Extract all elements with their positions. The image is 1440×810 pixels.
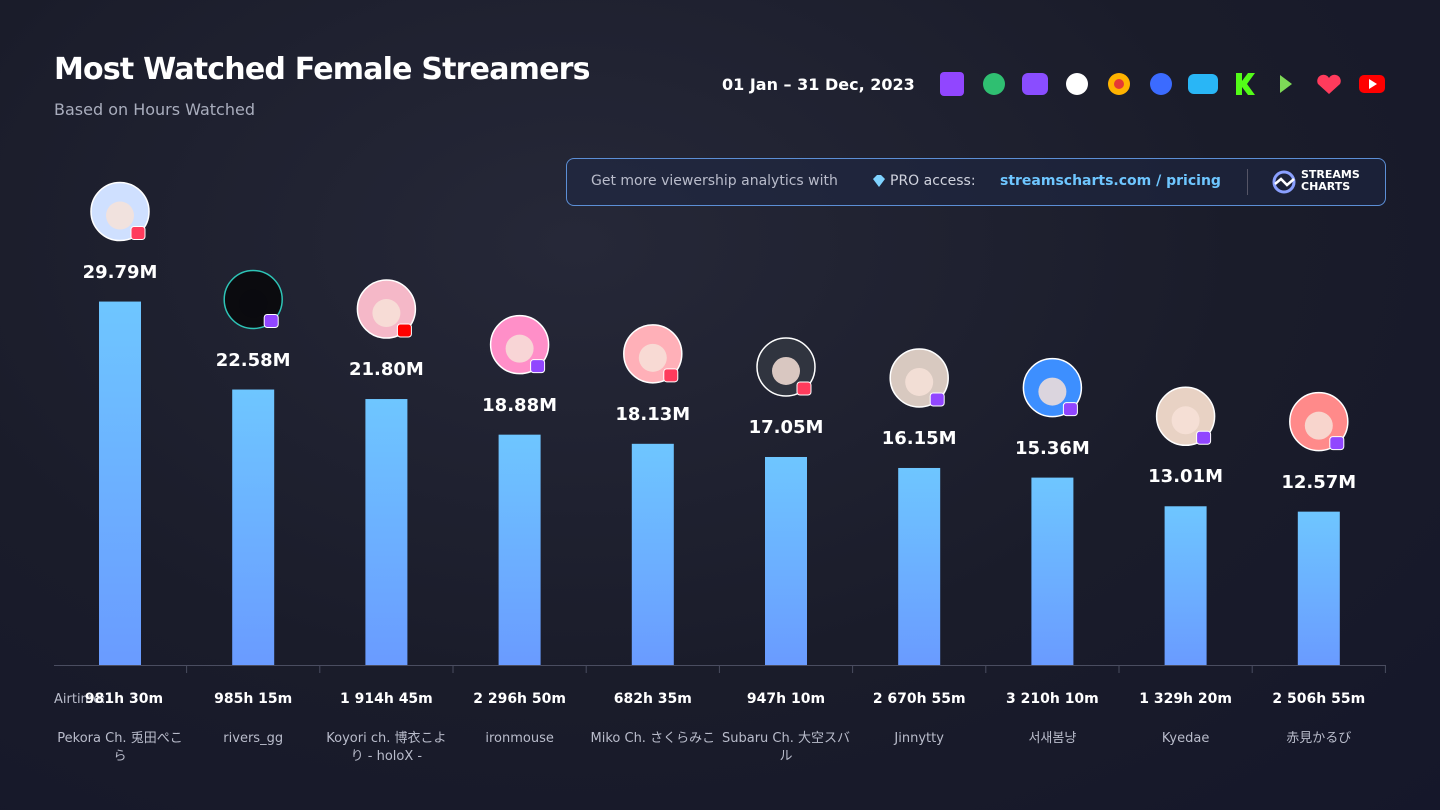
- diamond-icon: [873, 175, 885, 187]
- bar: [1164, 506, 1207, 665]
- promo-banner[interactable]: Get more viewership analytics with PRO a…: [566, 158, 1386, 206]
- airtime-value: 1 329h 20m: [1139, 691, 1232, 707]
- airtime-value: 1 914h 45m: [340, 691, 433, 707]
- promo-text: Get more viewership analytics with: [591, 173, 838, 189]
- platform-badge: [530, 359, 546, 374]
- airtime-value: 2 296h 50m: [473, 691, 566, 707]
- x-tick-label: Pekora Ch. 兎田ぺこら: [57, 731, 183, 764]
- bar: [232, 389, 275, 665]
- platform-badge: [1196, 430, 1212, 445]
- platform-badge: [263, 314, 279, 329]
- avatar-face: [1038, 377, 1067, 406]
- platform-badge: [929, 392, 945, 407]
- airtime-value: 981h 30m: [84, 691, 164, 707]
- platform-icons: [940, 72, 1385, 96]
- bar: [498, 434, 541, 665]
- x-tick-label: Koyori ch. 博衣こより - holoX -: [326, 731, 447, 764]
- bar: [365, 399, 408, 665]
- x-tick-label: 서새봄냥: [1028, 731, 1077, 746]
- bar: [1297, 511, 1340, 665]
- value-label: 22.58M: [215, 349, 291, 371]
- value-label: 16.15M: [881, 427, 957, 449]
- platform-badge: [796, 381, 812, 396]
- logo-icon: [1272, 170, 1296, 194]
- value-label: 21.80M: [348, 359, 424, 381]
- platform-badge: [1062, 402, 1078, 417]
- chart-subtitle: Based on Hours Watched: [54, 100, 255, 119]
- avatar-face: [106, 201, 134, 230]
- airtime-label: Airtime:: [54, 692, 106, 707]
- bar: [898, 467, 941, 665]
- airtime-value: 2 506h 55m: [1272, 691, 1366, 707]
- promo-pro: PRO access:: [890, 173, 976, 189]
- chart-title: Most Watched Female Streamers: [54, 52, 591, 87]
- avatar-face: [905, 367, 934, 396]
- x-tick-label: Subaru Ch. 大空スバル: [722, 731, 851, 764]
- bar: [1031, 477, 1074, 665]
- divider: [1247, 169, 1248, 195]
- x-tick-label: Jinnytty: [894, 731, 944, 746]
- platform-badge: [130, 226, 146, 241]
- avatar-face: [505, 334, 534, 363]
- date-range: 01 Jan – 31 Dec, 2023: [722, 75, 915, 94]
- airtime-value: 985h 15m: [214, 691, 293, 707]
- value-label: 29.79M: [82, 261, 158, 283]
- x-tick-label: rivers_gg: [223, 731, 284, 746]
- bar: [765, 456, 807, 665]
- bar: [99, 301, 141, 665]
- value-label: 17.05M: [748, 416, 824, 438]
- logo-text: CHARTS: [1301, 180, 1351, 193]
- avatar-face: [638, 343, 667, 372]
- x-tick-label: ironmouse: [485, 731, 554, 746]
- logo-text: STREAMS: [1301, 168, 1360, 181]
- platform-badge: [396, 323, 412, 338]
- avatar-face: [1171, 406, 1200, 435]
- platform-badge: [1329, 436, 1345, 451]
- avatar-face: [1304, 411, 1333, 440]
- platform-badge: [663, 368, 679, 383]
- airtime-value: 2 670h 55m: [872, 691, 966, 707]
- x-tick-label: Kyedae: [1161, 731, 1210, 746]
- value-label: 18.88M: [482, 394, 558, 416]
- avatar-face: [239, 289, 268, 318]
- airtime-value: 682h 35m: [613, 691, 692, 707]
- avatar-face: [372, 299, 401, 328]
- value-label: 18.13M: [615, 403, 691, 425]
- promo-link[interactable]: streamscharts.com / pricing: [1000, 173, 1221, 189]
- airtime-value: 3 210h 10m: [1006, 691, 1099, 707]
- value-label: 15.36M: [1014, 437, 1090, 459]
- value-label: 13.01M: [1148, 466, 1224, 488]
- bar: [631, 443, 674, 665]
- avatar-face: [772, 356, 800, 385]
- airtime-value: 947h 10m: [746, 691, 826, 707]
- x-tick-label: 赤見かるび: [1286, 731, 1352, 746]
- x-tick-label: Miko Ch. さくらみこ: [590, 731, 716, 746]
- value-label: 12.57M: [1281, 471, 1357, 493]
